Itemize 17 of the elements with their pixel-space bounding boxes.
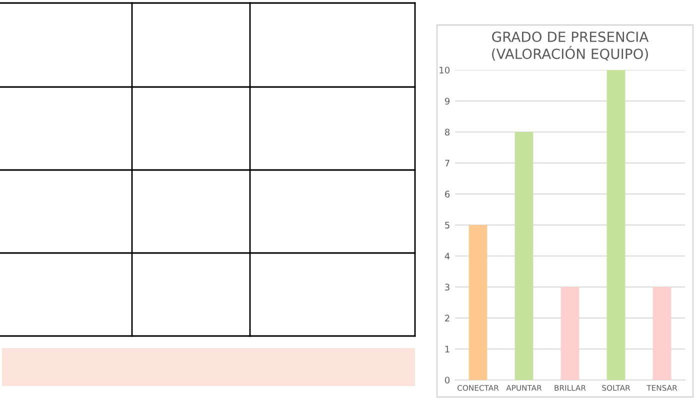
bar: [468, 225, 488, 380]
y-tick-label: 8: [445, 128, 450, 136]
y-tick-label: 9: [444, 98, 450, 105]
chart-title: GRADO DE PRESENCIA (VALORACIÓN EQUIPO): [492, 32, 649, 61]
bar: [606, 70, 626, 380]
y-tick-label: 0: [444, 376, 450, 384]
bar: [514, 132, 534, 380]
y-tick-label: 7: [445, 160, 450, 166]
bar: [652, 287, 672, 380]
y-tick-label: 2: [445, 314, 450, 322]
y-tick-label: 3: [445, 284, 450, 291]
y-tick-label: 5: [445, 222, 450, 229]
bar: [560, 287, 580, 380]
y-tick-label: 10: [440, 66, 450, 74]
y-tick-label: 4: [444, 252, 450, 260]
y-tick-label: 1: [445, 346, 450, 352]
y-tick-label: 6: [445, 190, 450, 198]
